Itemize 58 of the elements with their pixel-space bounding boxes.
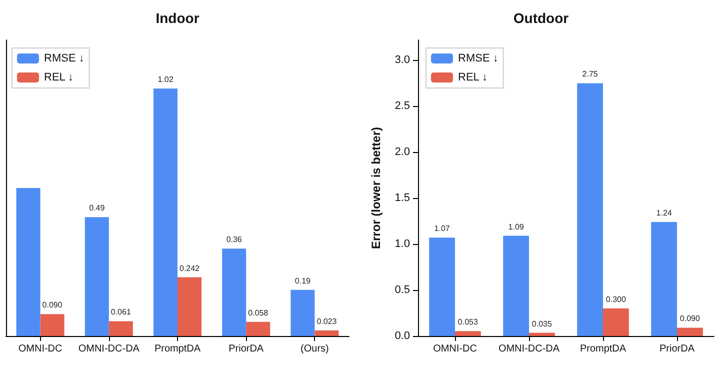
data-label: 0.090 bbox=[680, 314, 701, 324]
bar bbox=[84, 217, 109, 336]
data-label: 1.07 bbox=[434, 224, 450, 234]
y-tick-label: 2.5 bbox=[394, 100, 410, 112]
bar bbox=[222, 248, 246, 336]
data-label: 0.49 bbox=[89, 204, 106, 213]
bar bbox=[108, 321, 133, 336]
x-tick-label: PromptDA bbox=[580, 344, 626, 354]
bar bbox=[651, 222, 677, 336]
bar bbox=[246, 322, 270, 336]
data-label: 0.242 bbox=[179, 264, 200, 273]
bar bbox=[677, 328, 703, 336]
y-axis-title: Error (lower is better) bbox=[369, 126, 383, 250]
x-tick-label: PriorDA bbox=[228, 344, 264, 354]
x-tick-label: PromptDA bbox=[154, 344, 201, 354]
legend-label: REL ↓ bbox=[44, 72, 74, 84]
data-label: 1.24 bbox=[656, 208, 672, 218]
data-label: 0.023 bbox=[316, 316, 338, 326]
data-label: 0.061 bbox=[110, 308, 132, 317]
y-tick-label: 1.5 bbox=[394, 192, 410, 204]
y-tick-label: 0.0 bbox=[394, 330, 410, 342]
x-tick-label: OMNI-DC-DA bbox=[498, 344, 560, 354]
data-label: 2.75 bbox=[582, 70, 598, 79]
legend-label: RMSE ↓ bbox=[44, 52, 84, 64]
data-label: 0.090 bbox=[42, 300, 63, 310]
bar bbox=[503, 236, 529, 336]
x-tick-label: OMNI-DC-DA bbox=[78, 344, 140, 354]
x-tick-label: (Ours) bbox=[300, 344, 329, 354]
y-tick-label: 2.0 bbox=[394, 146, 410, 158]
bar bbox=[290, 290, 315, 336]
x-tick-label: OMNI-DC bbox=[433, 344, 477, 354]
bar bbox=[178, 277, 202, 336]
bar bbox=[603, 308, 629, 336]
data-label: 1.09 bbox=[508, 222, 524, 232]
data-label: 1.02 bbox=[158, 75, 174, 84]
legend-label: RMSE ↓ bbox=[458, 52, 498, 64]
data-label: 0.300 bbox=[606, 294, 627, 304]
data-label: 0.053 bbox=[458, 318, 479, 327]
bar bbox=[16, 188, 40, 336]
bar bbox=[40, 314, 64, 336]
data-label: 0.19 bbox=[294, 276, 312, 286]
y-tick-label: 1.0 bbox=[394, 238, 410, 250]
y-tick-label: 0.5 bbox=[394, 284, 410, 296]
legend-label: REL ↓ bbox=[458, 72, 488, 84]
y-tick-label: 3.0 bbox=[394, 54, 410, 66]
bar bbox=[153, 88, 178, 336]
bar bbox=[577, 83, 603, 336]
bar bbox=[429, 238, 455, 336]
data-label: 0.36 bbox=[226, 235, 242, 244]
chart-title: Indoor bbox=[156, 10, 200, 26]
chart-title: Outdoor bbox=[513, 10, 570, 26]
data-label: 0.058 bbox=[248, 308, 269, 318]
x-tick-label: OMNI-DC bbox=[18, 344, 62, 354]
x-tick-label: PriorDA bbox=[659, 344, 695, 354]
data-label: 0.035 bbox=[532, 319, 553, 328]
bar bbox=[314, 330, 339, 336]
bar bbox=[455, 331, 481, 336]
bar bbox=[529, 332, 555, 336]
